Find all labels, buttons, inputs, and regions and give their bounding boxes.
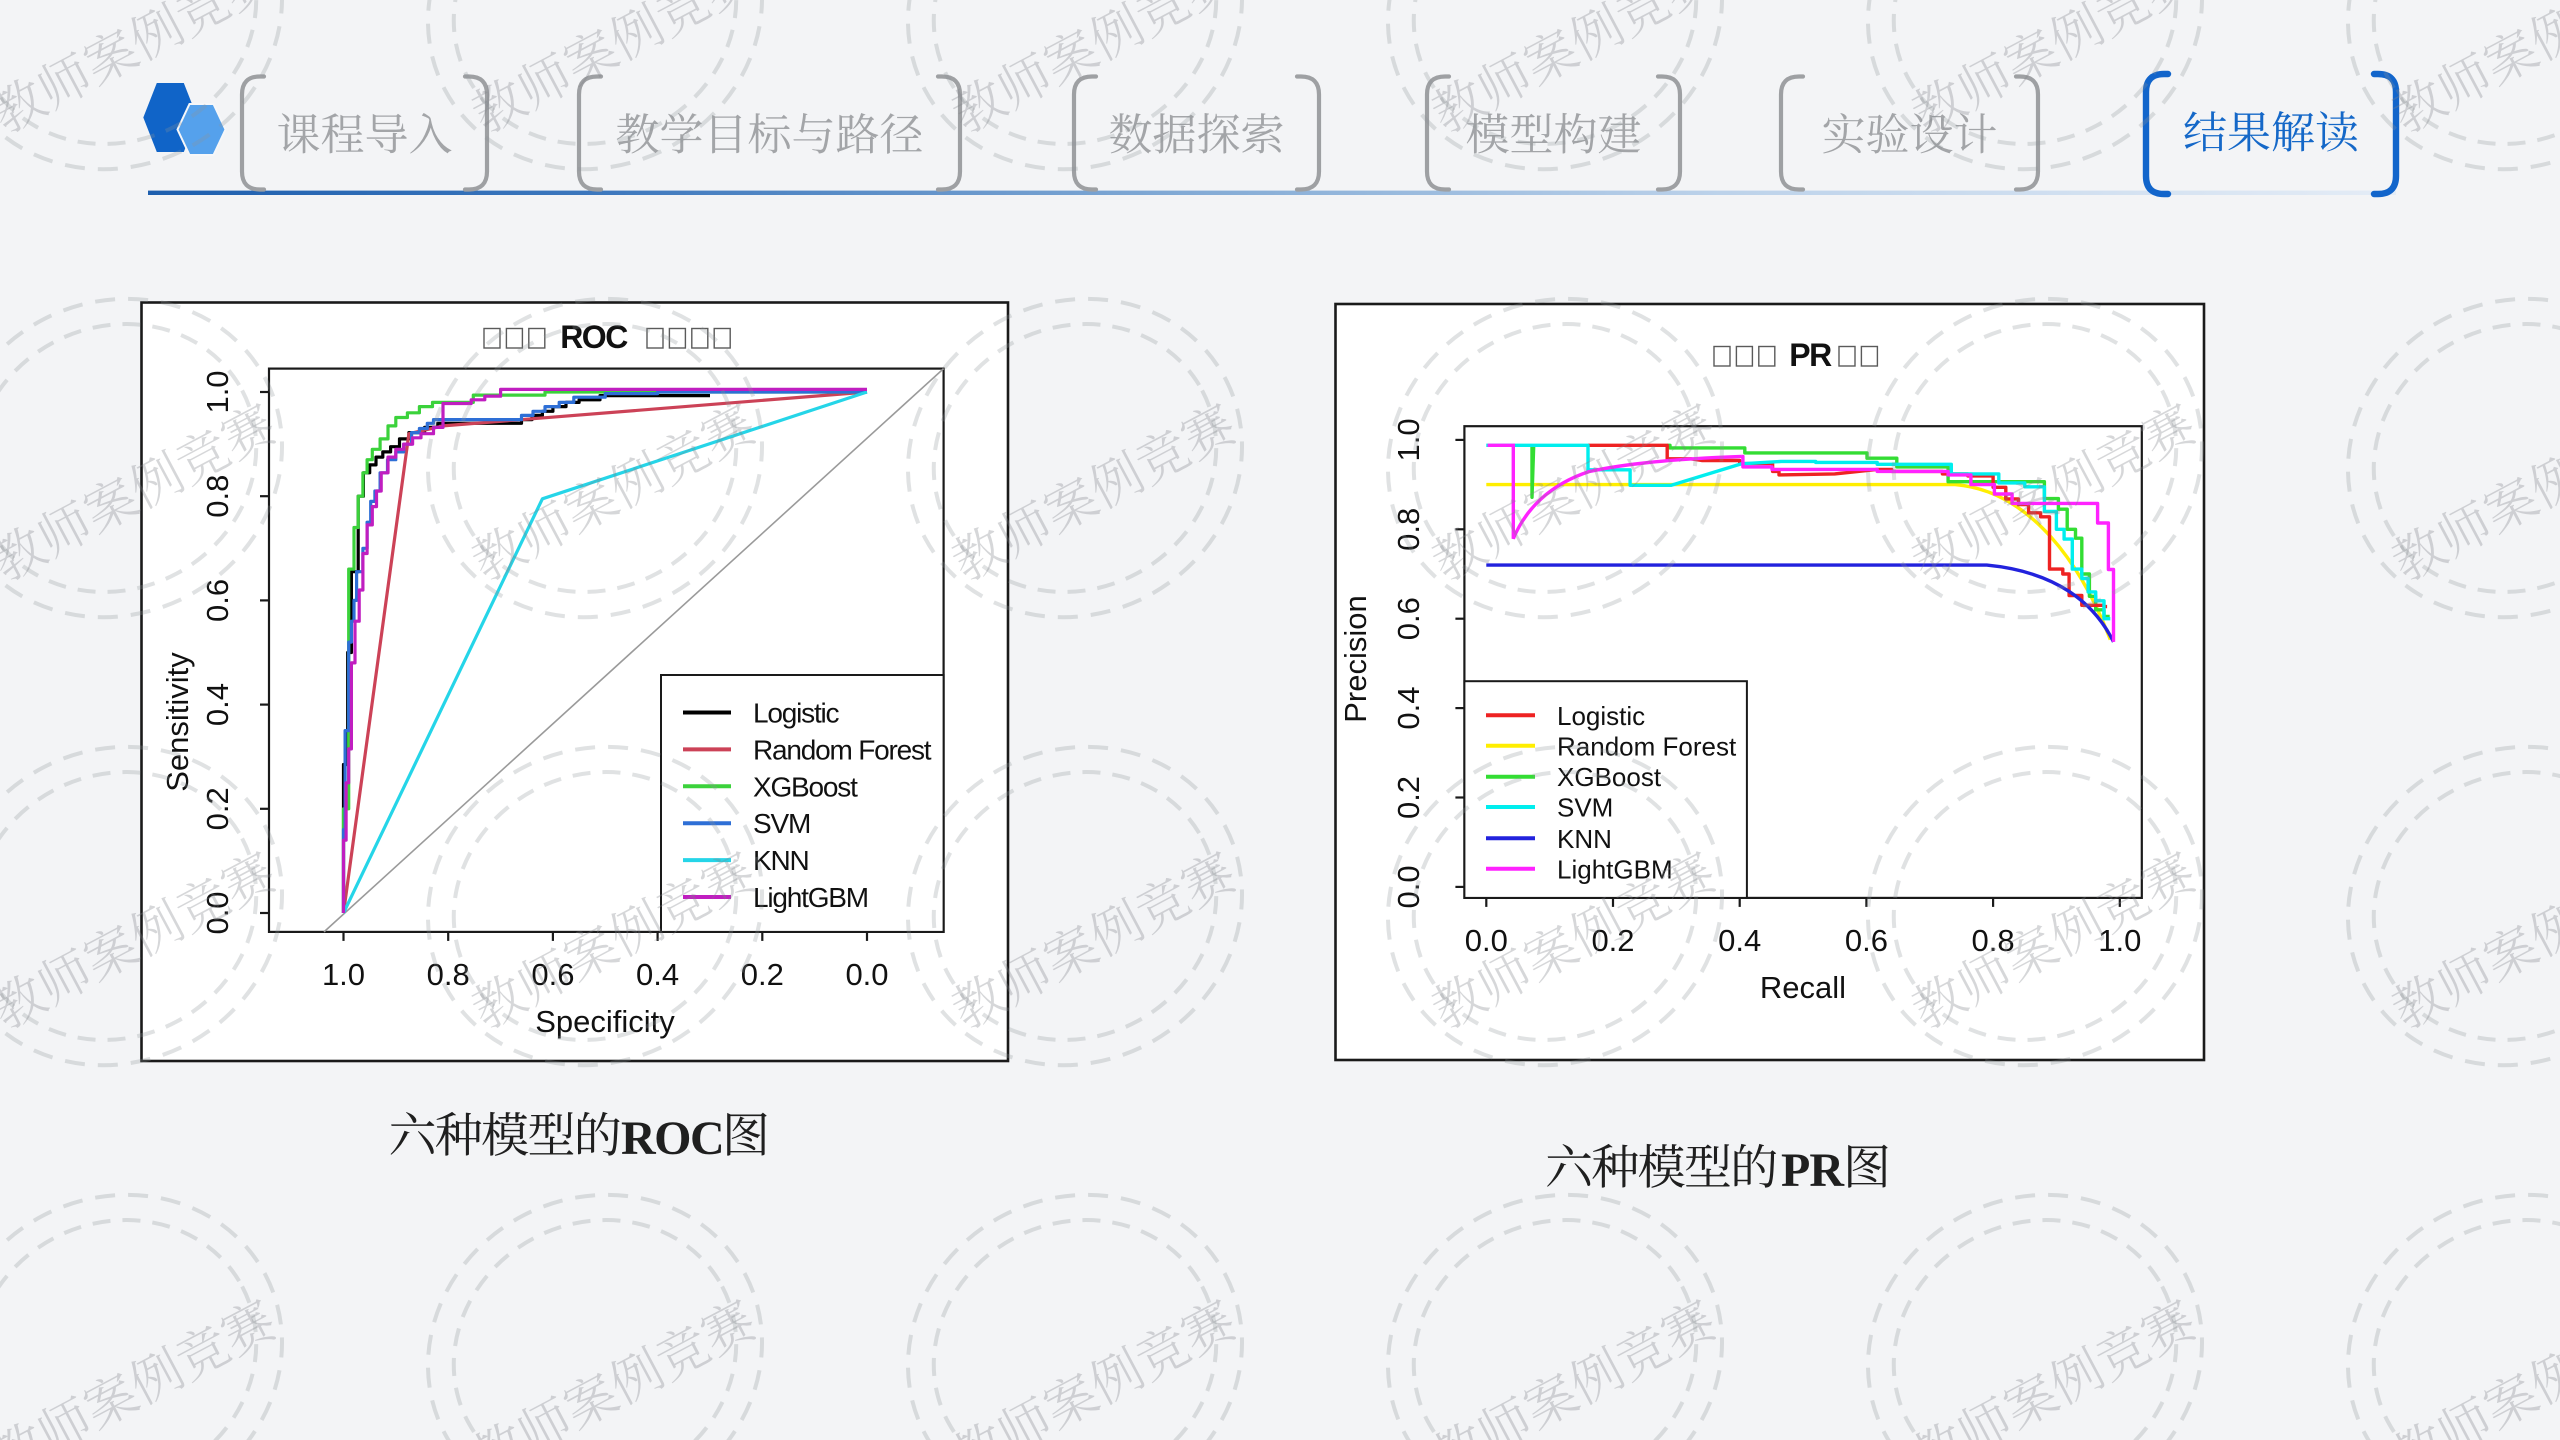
svg-text:PR: PR [1789,337,1832,373]
svg-text:1.0: 1.0 [1391,418,1426,461]
svg-text:0.6: 0.6 [1845,923,1888,958]
svg-text:0.4: 0.4 [1391,687,1426,730]
svg-text:0.8: 0.8 [1972,923,2015,958]
svg-text:Random Forest: Random Forest [753,734,932,765]
svg-text:KNN: KNN [753,845,809,876]
svg-text:SVM: SVM [1557,793,1613,823]
svg-text:1.0: 1.0 [2098,923,2141,958]
svg-text:Logistic: Logistic [753,698,840,729]
svg-text:XGBoost: XGBoost [753,771,858,802]
svg-text:0.0: 0.0 [845,957,888,992]
svg-text:1.0: 1.0 [322,957,365,992]
svg-text:KNN: KNN [1557,824,1612,854]
svg-text:0.4: 0.4 [200,683,235,726]
svg-text:Recall: Recall [1760,970,1846,1005]
svg-text:0.0: 0.0 [1465,923,1508,958]
svg-text:LightGBM: LightGBM [753,882,868,913]
svg-text:0.0: 0.0 [1391,865,1426,908]
svg-text:0.2: 0.2 [1391,776,1426,819]
svg-text:Logistic: Logistic [1557,701,1645,731]
svg-text:LightGBM: LightGBM [1557,854,1673,884]
svg-text:0.4: 0.4 [1718,923,1761,958]
svg-text:1.0: 1.0 [200,370,235,413]
svg-text:0.6: 0.6 [1391,597,1426,640]
svg-text:ROC: ROC [621,1112,723,1165]
svg-text:Sensitivity: Sensitivity [160,652,195,792]
svg-text:Precision: Precision [1338,595,1373,723]
svg-text:Specificity: Specificity [535,1004,675,1039]
svg-text:0.8: 0.8 [200,475,235,518]
svg-text:SVM: SVM [753,808,810,839]
svg-text:PR: PR [1781,1144,1845,1197]
svg-text:0.4: 0.4 [636,957,679,992]
